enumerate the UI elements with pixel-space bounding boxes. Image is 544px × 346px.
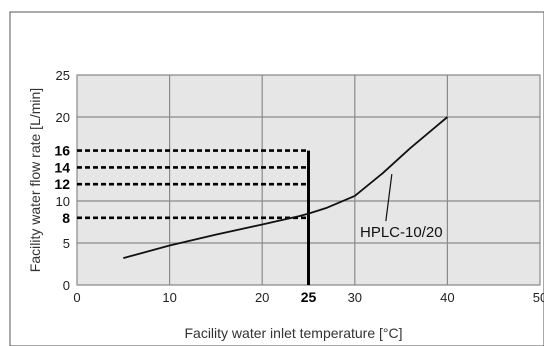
y-tick-label: 16: [54, 143, 70, 159]
x-axis-title: Facility water inlet temperature [°C]: [184, 325, 402, 341]
annotation-leader-line: [385, 174, 393, 222]
y-tick-label: 25: [56, 68, 70, 83]
y-tick-label: 5: [63, 236, 70, 251]
series-line: [123, 116, 448, 259]
y-tick-label: 14: [54, 159, 70, 175]
y-tick-label: 10: [56, 194, 70, 209]
x-tick-label: 30: [348, 290, 362, 305]
x-tick-label: 10: [162, 290, 176, 305]
y-tick-label: 20: [56, 110, 70, 125]
x-tick-labels: 0 10 20 25 30 40 50: [73, 289, 544, 305]
series-layer: [123, 116, 448, 259]
y-tick-label: 8: [62, 210, 70, 226]
reference-lines: [77, 149, 310, 285]
x-tick-label: 25: [301, 289, 317, 305]
x-tick-label: 20: [255, 290, 269, 305]
x-tick-label: 0: [73, 290, 80, 305]
x-tick-label: 50: [533, 290, 544, 305]
y-tick-label: 12: [54, 176, 70, 192]
y-tick-label: 0: [63, 278, 70, 293]
x-tick-label: 40: [440, 290, 454, 305]
series-annotation-label: HPLC-10/20: [360, 224, 443, 241]
y-axis-title: Facility water flow rate [L/min]: [27, 88, 43, 272]
